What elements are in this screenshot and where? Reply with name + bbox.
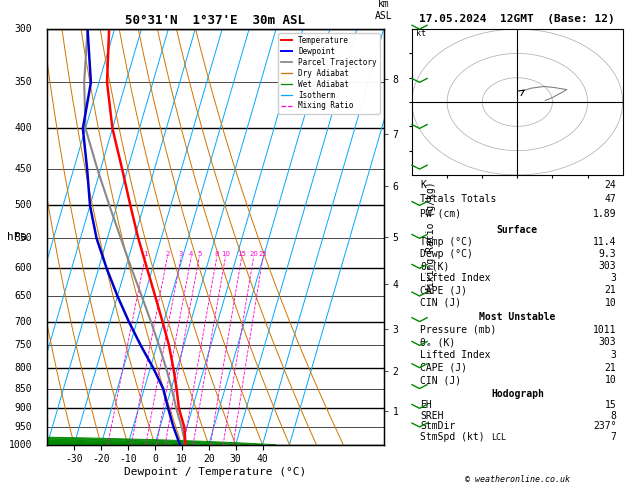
Text: 2: 2 — [165, 251, 170, 257]
Text: 10: 10 — [604, 375, 616, 385]
Text: CIN (J): CIN (J) — [420, 375, 462, 385]
Text: 4: 4 — [189, 251, 194, 257]
Text: 8: 8 — [611, 411, 616, 420]
Text: 15: 15 — [237, 251, 246, 257]
Text: 15: 15 — [604, 400, 616, 410]
Text: hPa: hPa — [7, 232, 27, 242]
Text: CAPE (J): CAPE (J) — [420, 363, 467, 373]
Text: kt: kt — [416, 30, 425, 38]
Text: 750: 750 — [14, 340, 32, 350]
Text: Temp (°C): Temp (°C) — [420, 237, 473, 247]
Text: 1000: 1000 — [9, 440, 32, 450]
Text: 5: 5 — [197, 251, 201, 257]
Text: 8: 8 — [214, 251, 219, 257]
Text: Pressure (mb): Pressure (mb) — [420, 325, 497, 335]
Text: 900: 900 — [14, 403, 32, 413]
Text: 850: 850 — [14, 383, 32, 394]
Text: Mixing Ratio (g/kg): Mixing Ratio (g/kg) — [426, 181, 436, 293]
Text: 950: 950 — [14, 422, 32, 432]
Text: EH: EH — [420, 400, 432, 410]
Text: Lifted Index: Lifted Index — [420, 350, 491, 360]
Text: 20: 20 — [249, 251, 258, 257]
Text: 11.4: 11.4 — [593, 237, 616, 247]
Text: θₑ(K): θₑ(K) — [420, 261, 450, 271]
Text: K: K — [420, 180, 426, 190]
Text: Surface: Surface — [497, 225, 538, 235]
Text: 550: 550 — [14, 233, 32, 243]
Text: Totals Totals: Totals Totals — [420, 194, 497, 204]
Text: PW (cm): PW (cm) — [420, 209, 462, 219]
Text: km
ASL: km ASL — [375, 0, 392, 21]
Text: 7: 7 — [611, 432, 616, 442]
Text: CAPE (J): CAPE (J) — [420, 285, 467, 295]
Text: 21: 21 — [604, 363, 616, 373]
Text: 800: 800 — [14, 363, 32, 373]
Text: CIN (J): CIN (J) — [420, 297, 462, 308]
Text: 400: 400 — [14, 123, 32, 134]
Text: 303: 303 — [599, 337, 616, 347]
Text: © weatheronline.co.uk: © weatheronline.co.uk — [465, 474, 570, 484]
Text: Most Unstable: Most Unstable — [479, 312, 555, 322]
Text: 500: 500 — [14, 200, 32, 210]
Text: 25: 25 — [259, 251, 267, 257]
Text: SREH: SREH — [420, 411, 444, 420]
Text: θₑ (K): θₑ (K) — [420, 337, 455, 347]
Text: Lifted Index: Lifted Index — [420, 273, 491, 283]
Text: 47: 47 — [604, 194, 616, 204]
Text: LCL: LCL — [491, 433, 506, 441]
Text: 21: 21 — [604, 285, 616, 295]
Text: 237°: 237° — [593, 421, 616, 431]
Text: 350: 350 — [14, 77, 32, 87]
Text: 3: 3 — [611, 273, 616, 283]
Legend: Temperature, Dewpoint, Parcel Trajectory, Dry Adiabat, Wet Adiabat, Isotherm, Mi: Temperature, Dewpoint, Parcel Trajectory… — [278, 33, 380, 114]
Text: Hodograph: Hodograph — [491, 389, 544, 399]
Title: 50°31'N  1°37'E  30m ASL: 50°31'N 1°37'E 30m ASL — [125, 14, 306, 27]
Text: 24: 24 — [604, 180, 616, 190]
Text: 3: 3 — [179, 251, 184, 257]
Text: 450: 450 — [14, 164, 32, 174]
X-axis label: Dewpoint / Temperature (°C): Dewpoint / Temperature (°C) — [125, 467, 306, 477]
Text: 1: 1 — [143, 251, 148, 257]
Text: StmSpd (kt): StmSpd (kt) — [420, 432, 485, 442]
Text: 1011: 1011 — [593, 325, 616, 335]
Text: 1.89: 1.89 — [593, 209, 616, 219]
Text: 10: 10 — [604, 297, 616, 308]
Text: 300: 300 — [14, 24, 32, 34]
Text: 303: 303 — [599, 261, 616, 271]
Text: 17.05.2024  12GMT  (Base: 12): 17.05.2024 12GMT (Base: 12) — [420, 14, 615, 24]
Text: 9.3: 9.3 — [599, 249, 616, 259]
Text: 600: 600 — [14, 263, 32, 274]
Text: 3: 3 — [611, 350, 616, 360]
Text: 700: 700 — [14, 316, 32, 327]
Text: 10: 10 — [221, 251, 230, 257]
Text: 650: 650 — [14, 291, 32, 301]
Text: Dewp (°C): Dewp (°C) — [420, 249, 473, 259]
Text: StmDir: StmDir — [420, 421, 455, 431]
